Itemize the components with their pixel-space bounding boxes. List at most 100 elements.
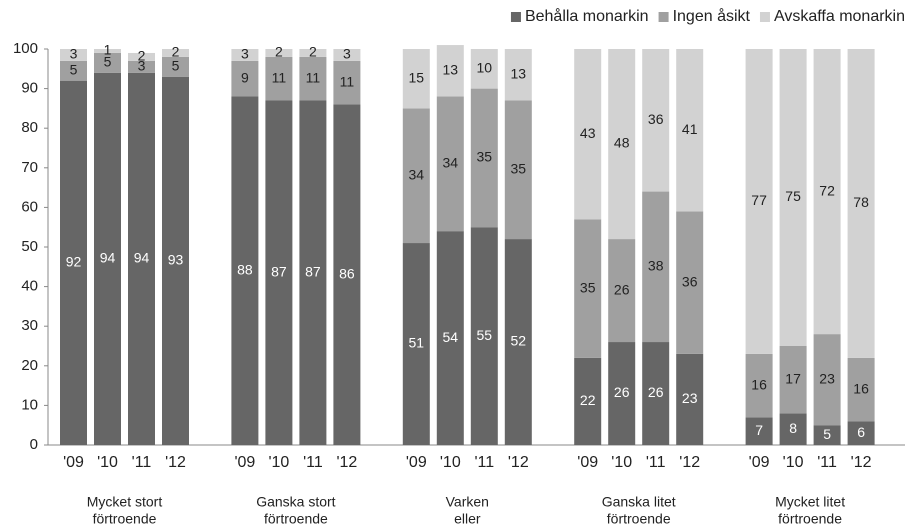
- data-label: 35: [477, 149, 493, 165]
- x-tick-label: '12: [508, 454, 529, 471]
- bar-segment: [676, 211, 704, 354]
- legend-swatch: [759, 12, 770, 22]
- bar-segment: [608, 49, 636, 240]
- y-tick-label: 60: [21, 198, 38, 215]
- data-label: 10: [477, 60, 493, 76]
- bar-segment: [299, 49, 327, 57]
- bar-segment: [608, 239, 636, 343]
- data-label: 15: [409, 69, 425, 85]
- bar-segment: [779, 49, 807, 346]
- bar-segment: [676, 353, 704, 445]
- y-tick-label: 40: [21, 278, 38, 295]
- data-label: 88: [237, 261, 253, 277]
- group-label: eller: [454, 511, 481, 527]
- data-label: 26: [648, 384, 664, 400]
- bar-segment: [60, 60, 87, 81]
- data-label: 94: [134, 250, 150, 266]
- bar-segment: [436, 96, 464, 232]
- data-label: 26: [614, 384, 630, 400]
- data-label: 2: [138, 48, 146, 64]
- bar-segment: [162, 49, 189, 57]
- data-label: 72: [819, 182, 835, 198]
- bar-segment: [745, 353, 773, 418]
- data-label: 41: [682, 121, 698, 137]
- bar-segment: [94, 72, 121, 445]
- x-tick-label: '10: [268, 454, 289, 471]
- legend-label: Behålla monarkin: [525, 7, 649, 25]
- bar-segment: [745, 49, 773, 354]
- data-label: 87: [305, 263, 321, 279]
- bar-segment: [745, 417, 773, 445]
- data-label: 6: [857, 424, 865, 440]
- data-label: 16: [751, 376, 767, 392]
- bar-segment: [60, 49, 87, 61]
- bar-segment: [231, 49, 259, 61]
- bar-segment: [231, 96, 259, 446]
- bar-segment: [436, 45, 464, 97]
- bar-segment: [813, 49, 841, 335]
- data-label: 34: [443, 155, 459, 171]
- y-tick-label: 50: [21, 238, 38, 255]
- bar-segment: [470, 88, 498, 228]
- bar-segment: [847, 49, 875, 358]
- group-label: förtroende: [607, 511, 671, 527]
- data-label: 78: [853, 194, 869, 210]
- data-label: 2: [172, 44, 180, 60]
- y-tick-label: 100: [13, 40, 38, 57]
- x-tick-label: '11: [646, 454, 666, 471]
- y-tick-label: 10: [21, 396, 38, 413]
- y-tick-label: 70: [21, 159, 38, 176]
- data-label: 7: [755, 422, 763, 438]
- x-tick-label: '09: [234, 454, 255, 471]
- data-label: 3: [241, 46, 249, 62]
- bar-segment: [847, 357, 875, 422]
- data-label: 22: [580, 392, 596, 408]
- bar-segment: [402, 108, 430, 244]
- data-label: 23: [819, 370, 835, 386]
- x-tick-label: '12: [851, 454, 872, 471]
- data-label: 11: [306, 69, 321, 85]
- data-label: 3: [343, 46, 351, 62]
- bar-segment: [299, 56, 327, 101]
- legend-swatch: [510, 12, 521, 22]
- data-label: 11: [340, 73, 355, 89]
- x-tick-label: '11: [817, 454, 837, 471]
- bar-segment: [436, 231, 464, 445]
- bar-segment: [128, 52, 155, 61]
- data-label: 75: [785, 188, 801, 204]
- x-tick-label: '12: [679, 454, 700, 471]
- bar-segment: [574, 219, 602, 358]
- y-tick-label: 30: [21, 317, 38, 334]
- data-label: 36: [648, 111, 664, 127]
- bar-segment: [574, 357, 602, 445]
- legend-label: Avskaffa monarkin: [774, 8, 905, 25]
- data-label: 1: [104, 42, 112, 58]
- bar-segment: [333, 60, 361, 105]
- data-label: 13: [443, 61, 459, 77]
- bar-segment: [265, 49, 293, 57]
- data-label: 2: [309, 44, 317, 60]
- y-tick-label: 0: [30, 436, 38, 453]
- y-tick-label: 80: [21, 119, 38, 136]
- x-tick-label: '10: [97, 454, 118, 471]
- x-tick-label: '09: [63, 454, 84, 471]
- bar-segment: [813, 425, 841, 445]
- legend-label: Ingen åsikt: [673, 7, 751, 25]
- data-label: 9: [241, 69, 249, 85]
- data-label: 34: [409, 166, 425, 182]
- bar-segment: [402, 243, 430, 445]
- bar-segment: [642, 49, 670, 192]
- x-tick-label: '10: [440, 454, 461, 471]
- bar-segment: [642, 191, 670, 343]
- bar-segment: [470, 49, 498, 89]
- bar-segment: [60, 80, 87, 446]
- data-label: 13: [511, 65, 527, 81]
- bar-segment: [676, 49, 704, 212]
- bar-segment: [779, 413, 807, 445]
- data-label: 55: [477, 327, 493, 343]
- x-tick-label: '12: [336, 454, 357, 471]
- x-tick-label: '09: [406, 454, 427, 471]
- y-tick-label: 20: [21, 357, 38, 374]
- group-label: Ganska stort: [256, 494, 335, 510]
- data-label: 3: [70, 46, 78, 62]
